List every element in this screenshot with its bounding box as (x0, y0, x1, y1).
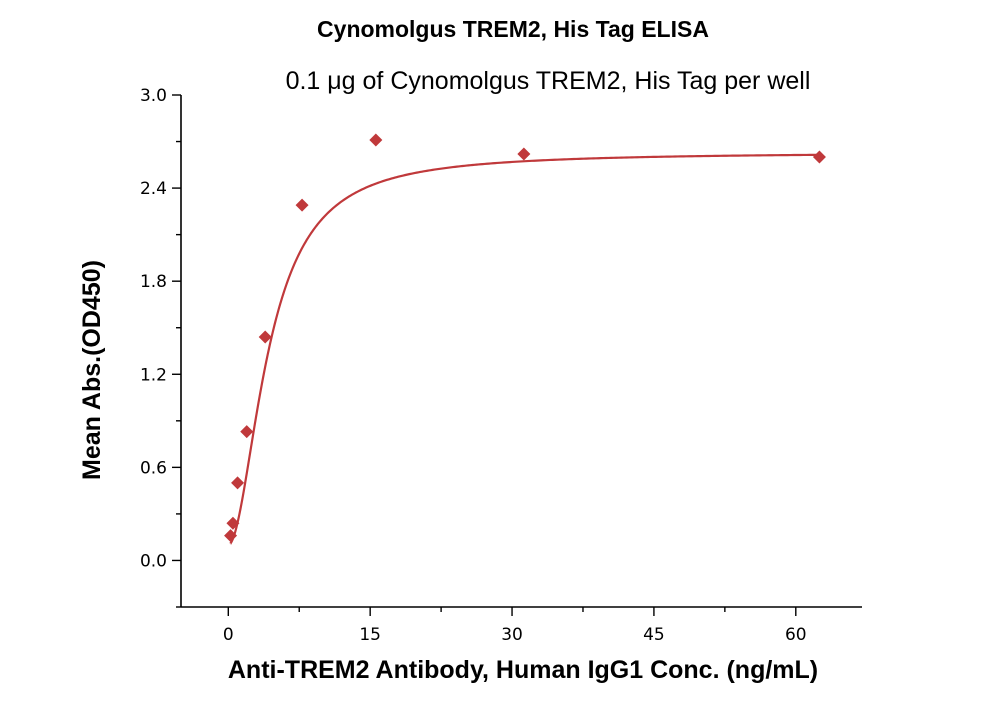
data-point (517, 147, 531, 161)
y-tick-label: 1.2 (140, 365, 167, 385)
x-tick-label: 60 (785, 625, 807, 645)
y-tick-label: 2.4 (140, 179, 167, 199)
axes (180, 95, 862, 608)
chart-subtitle: 0.1 μg of Cynomolgus TREM2, His Tag per … (286, 67, 811, 95)
data-point (369, 133, 383, 147)
chart-title: Cynomolgus TREM2, His Tag ELISA (317, 16, 709, 42)
x-tick-label: 0 (223, 625, 234, 645)
data-point (258, 330, 272, 344)
x-tick-label: 30 (501, 625, 523, 645)
x-ticks: 0 15 30 45 60 (223, 607, 807, 645)
x-tick-label: 15 (359, 625, 381, 645)
data-point (226, 516, 240, 530)
data-point (812, 150, 826, 164)
data-point (295, 198, 309, 212)
data-point (240, 425, 254, 439)
y-tick-label: 0.0 (140, 551, 167, 571)
fit-curve (229, 153, 820, 545)
data-points (224, 133, 826, 543)
data-point (224, 529, 238, 543)
data-point (231, 476, 245, 490)
y-tick-label: 0.6 (140, 458, 167, 478)
x-tick-label: 45 (643, 625, 665, 645)
y-tick-label: 3.0 (140, 86, 167, 106)
y-ticks: 0.0 0.6 1.2 1.8 2.4 3.0 (140, 86, 181, 608)
x-axis-label: Anti-TREM2 Antibody, Human IgG1 Conc. (n… (228, 656, 818, 684)
y-axis-label: Mean Abs.(OD450) (78, 260, 106, 480)
y-tick-label: 1.8 (140, 272, 167, 292)
